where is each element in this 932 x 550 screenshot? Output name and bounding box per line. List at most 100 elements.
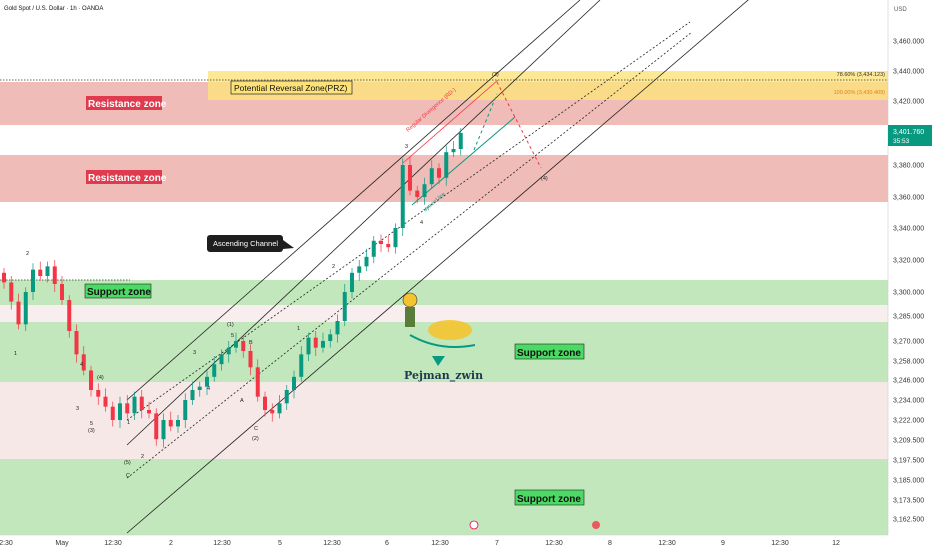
candle-body xyxy=(38,269,43,276)
time-tick-label: 12:30 xyxy=(104,540,122,547)
channel-mid-line xyxy=(126,0,601,446)
channel-lower-line xyxy=(126,0,749,534)
price-axis[interactable] xyxy=(888,0,932,550)
wave-label: (5) xyxy=(124,460,131,466)
candle-body xyxy=(364,256,369,267)
candle-body xyxy=(226,347,231,355)
candle-body xyxy=(205,376,209,387)
candle-body xyxy=(110,406,115,420)
candle-body xyxy=(335,321,340,335)
candle-body xyxy=(154,413,159,440)
candle-body xyxy=(241,341,246,351)
time-tick-label: 12:30 xyxy=(323,540,341,547)
candle-body xyxy=(277,403,282,414)
candle-body xyxy=(125,403,130,414)
wave-label: C xyxy=(254,426,258,432)
wave-label: 5 xyxy=(231,333,234,339)
time-tick-label: 8 xyxy=(608,540,612,547)
candle-body xyxy=(270,410,275,414)
resistance-label-2: Resistance zone xyxy=(86,170,167,184)
candle-body xyxy=(400,165,405,228)
price-tick-label: 3,246.000 xyxy=(893,378,924,385)
candle-body xyxy=(2,272,6,283)
candle-body xyxy=(161,420,166,440)
price-tick-label: 3,380.000 xyxy=(893,163,924,170)
channel-dotted-upper xyxy=(126,21,691,421)
candle-body xyxy=(284,390,289,404)
candle-body xyxy=(190,390,195,400)
wave-label: 1 xyxy=(297,326,300,332)
wave-label: (1) xyxy=(227,322,234,328)
candle-body xyxy=(321,341,325,348)
candle-body xyxy=(263,396,267,410)
candle-body xyxy=(219,354,224,365)
time-tick-label: 12:30 xyxy=(213,540,231,547)
wave-label: 4 xyxy=(207,386,210,392)
candle-body xyxy=(212,364,217,377)
time-tick-label: 2:30 xyxy=(0,540,13,547)
candle-body xyxy=(350,272,354,292)
wave-label: 2 xyxy=(26,251,29,257)
time-tick-label: 7 xyxy=(495,540,499,547)
time-tick-label: 12:30 xyxy=(658,540,676,547)
event-icon[interactable] xyxy=(469,520,479,530)
price-tick-label: 3,270.000 xyxy=(893,339,924,346)
wave-label: 4 xyxy=(420,220,423,226)
time-tick-label: 12:30 xyxy=(545,540,563,547)
price-tick-label: 3,222.000 xyxy=(893,418,924,425)
projection-up xyxy=(473,93,498,151)
pink-band xyxy=(0,382,888,459)
candle-body xyxy=(168,420,173,427)
wave-label: (3) xyxy=(88,428,95,434)
flag-icon[interactable] xyxy=(592,521,600,529)
price-tick-label: 3,162.500 xyxy=(893,517,924,524)
regular-divergence-line xyxy=(402,79,499,164)
time-tick-label: 12 xyxy=(832,540,840,547)
candle-body xyxy=(357,266,362,273)
support-label-2: Support zone xyxy=(514,343,585,360)
candle-body xyxy=(16,301,21,325)
candle-body xyxy=(23,292,28,325)
wave-labels: 2 1 4 3 5 (4) (3) 1 (5) 2 C 3 4 5 (1) A … xyxy=(14,72,548,479)
currency-label: USD xyxy=(894,7,907,13)
svg-text:Support zone: Support zone xyxy=(87,287,151,298)
candle-body xyxy=(118,403,122,420)
wave-label: (3) xyxy=(492,72,499,78)
candle-body xyxy=(415,190,420,197)
price-tick-label: 3,209.500 xyxy=(893,438,924,445)
chart-title: Gold Spot / U.S. Dollar · 1h · OANDA xyxy=(4,6,103,12)
wave-label: (2) xyxy=(252,436,259,442)
candle-body xyxy=(132,396,137,414)
wave-label: 3 xyxy=(76,406,79,412)
price-tick-label: 3,360.000 xyxy=(893,195,924,202)
candle-body xyxy=(9,282,14,302)
time-tick-label: May xyxy=(55,540,69,547)
ascending-channel-label: Ascending Channel xyxy=(207,235,294,252)
watermark-text: Pejman_zwin xyxy=(404,369,483,383)
candle-body xyxy=(422,184,427,197)
wave-label: B xyxy=(249,340,253,346)
time-tick-label: 9 xyxy=(721,540,725,547)
wave-label: 3 xyxy=(193,350,196,356)
candle-body xyxy=(393,228,398,248)
candle-body xyxy=(379,240,383,244)
candle-body xyxy=(52,266,57,284)
fib-100-label: 100.00% (3,430.409) xyxy=(834,90,886,96)
candle-body xyxy=(197,386,202,390)
candle-body xyxy=(444,152,449,178)
projection-down xyxy=(496,81,542,169)
price-tick-label: 3,300.000 xyxy=(893,290,924,297)
candle-body xyxy=(255,367,260,397)
countdown-value: 35:53 xyxy=(893,138,910,145)
time-axis[interactable] xyxy=(0,535,932,550)
candle-body xyxy=(429,168,434,185)
prz-label: Potential Reversal Zone(PRZ) xyxy=(230,80,353,95)
price-tick-label: 3,234.000 xyxy=(893,398,924,405)
watermark-logo: Pejman_zwin xyxy=(402,292,483,383)
svg-text:Resistance zone: Resistance zone xyxy=(88,99,167,110)
svg-text:Potential Reversal Zone(PRZ): Potential Reversal Zone(PRZ) xyxy=(234,83,348,93)
time-tick-label: 5 xyxy=(278,540,282,547)
time-tick-label: 12:30 xyxy=(431,540,449,547)
wave-label: (4) xyxy=(541,176,548,182)
